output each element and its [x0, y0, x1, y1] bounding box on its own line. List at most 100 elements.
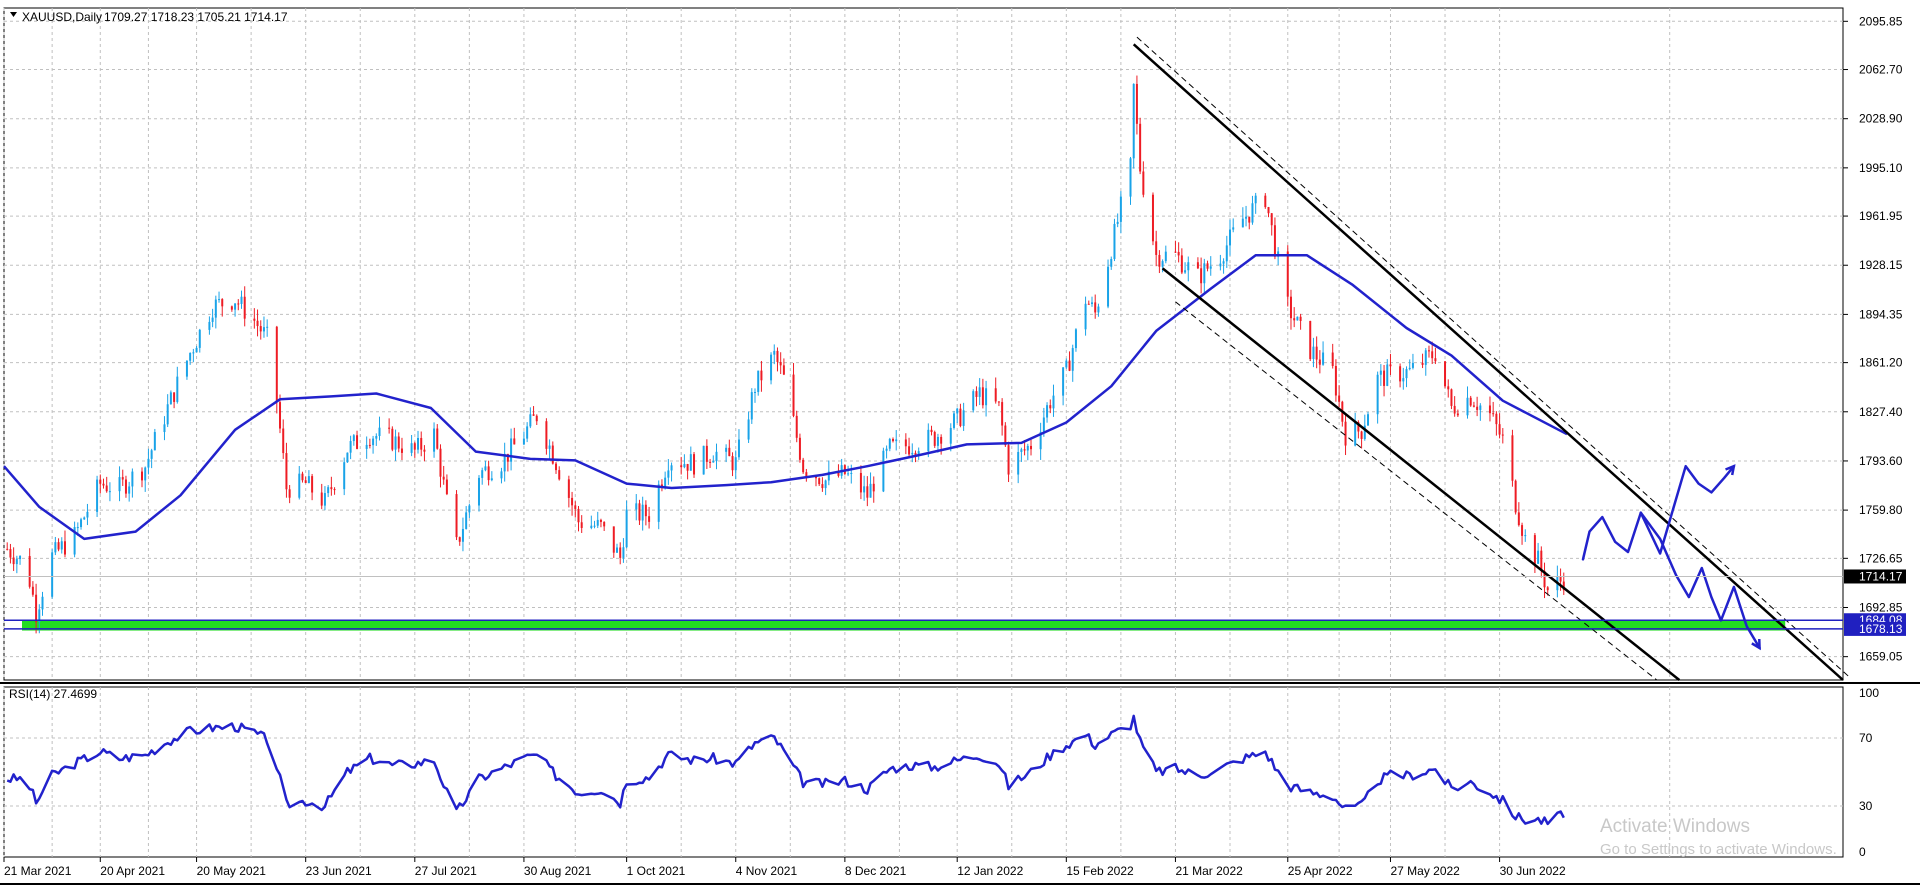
candle-body	[166, 404, 169, 425]
candle-body	[648, 516, 651, 522]
candle-body	[994, 388, 997, 402]
candle-body	[859, 472, 862, 493]
candle-body	[1511, 435, 1514, 481]
candle-body	[1097, 306, 1100, 313]
candle-body	[978, 387, 981, 397]
candle-body	[1222, 261, 1225, 264]
candle-body	[1001, 402, 1004, 426]
candle-body	[1450, 389, 1453, 406]
candle-body	[1363, 425, 1366, 439]
candle-body	[734, 457, 737, 471]
candle-body	[709, 461, 712, 463]
candle-body	[327, 487, 330, 494]
y-tick-label: 1894.35	[1859, 307, 1903, 321]
candle-body	[1376, 374, 1379, 415]
candle-body	[214, 299, 217, 318]
candle-body	[660, 484, 663, 487]
candle-body	[445, 479, 448, 495]
candle-body	[863, 486, 866, 493]
candle-body	[1360, 431, 1363, 439]
candle-body	[343, 462, 346, 490]
candle-body	[824, 480, 827, 489]
candle-body	[869, 483, 872, 498]
candle-body	[1469, 397, 1472, 406]
candle-body	[1142, 171, 1145, 195]
candle-body	[1444, 361, 1447, 387]
candle-body	[574, 505, 577, 509]
candle-body	[657, 484, 660, 522]
candle-body	[1068, 360, 1071, 371]
candle-body	[773, 350, 776, 355]
candle-body	[513, 438, 516, 445]
main-pane-frame	[3, 7, 1844, 681]
candle-body	[1312, 346, 1315, 360]
candle-body	[1501, 434, 1504, 436]
candle-body	[288, 489, 291, 498]
candle-body	[423, 449, 426, 452]
candle-body	[981, 387, 984, 406]
candle-body	[1498, 424, 1501, 435]
candle-body	[506, 453, 509, 462]
candle-body	[28, 556, 31, 587]
candle-body	[1184, 270, 1187, 273]
candle-body	[1408, 367, 1411, 370]
candle-body	[908, 446, 911, 455]
candle-body	[1094, 302, 1097, 313]
y-tick-label: 1726.65	[1859, 551, 1903, 565]
candle-body	[323, 493, 326, 506]
candle-body	[975, 391, 978, 397]
level-price-label: 1678.13	[1859, 622, 1903, 636]
candle-body	[394, 436, 397, 450]
candle-body	[933, 431, 936, 446]
candle-body	[259, 326, 262, 332]
candle-body	[9, 549, 12, 558]
candle-body	[1248, 216, 1251, 223]
x-tick-label: 30 Jun 2022	[1500, 864, 1566, 878]
candle-body	[1042, 417, 1045, 432]
y-tick-label: 1961.95	[1859, 209, 1903, 223]
candle-body	[1354, 422, 1357, 446]
candle-body	[1232, 227, 1235, 230]
rsi-tick-label: 30	[1859, 799, 1873, 813]
candle-body	[1322, 352, 1325, 365]
candle-body	[262, 327, 265, 332]
candle-body	[397, 436, 400, 449]
candle-body	[189, 352, 192, 361]
candle-body	[141, 471, 144, 481]
candle-body	[218, 299, 221, 301]
chevron-down-icon	[10, 12, 17, 17]
candle-body	[1296, 316, 1299, 321]
candle-body	[1405, 369, 1408, 379]
y-tick-label: 1659.05	[1859, 650, 1903, 664]
candle-body	[664, 477, 667, 487]
candle-body	[895, 439, 898, 442]
candle-body	[1196, 262, 1199, 269]
candle-body	[1402, 378, 1405, 382]
candle-body	[375, 436, 378, 439]
candle-body	[1488, 405, 1491, 414]
candle-body	[526, 426, 529, 439]
candle-body	[1017, 451, 1020, 475]
candle-body	[779, 361, 782, 366]
candle-body	[1062, 367, 1065, 396]
rsi-tick-label: 70	[1859, 731, 1873, 745]
candle-body	[1074, 329, 1077, 349]
candle-body	[266, 326, 269, 328]
candle-body	[208, 321, 211, 330]
candle-body	[118, 477, 121, 492]
candle-body	[1026, 445, 1029, 451]
candle-body	[1139, 123, 1142, 172]
candle-body	[1367, 414, 1370, 426]
candle-body	[545, 421, 548, 449]
candle-body	[580, 522, 583, 528]
candle-body	[1132, 83, 1135, 159]
candle-body	[972, 391, 975, 411]
candle-body	[1453, 405, 1456, 414]
candle-body	[997, 401, 1000, 403]
candle-body	[725, 447, 728, 452]
candle-body	[1434, 358, 1437, 362]
candle-body	[837, 471, 840, 476]
candle-body	[1052, 395, 1055, 409]
